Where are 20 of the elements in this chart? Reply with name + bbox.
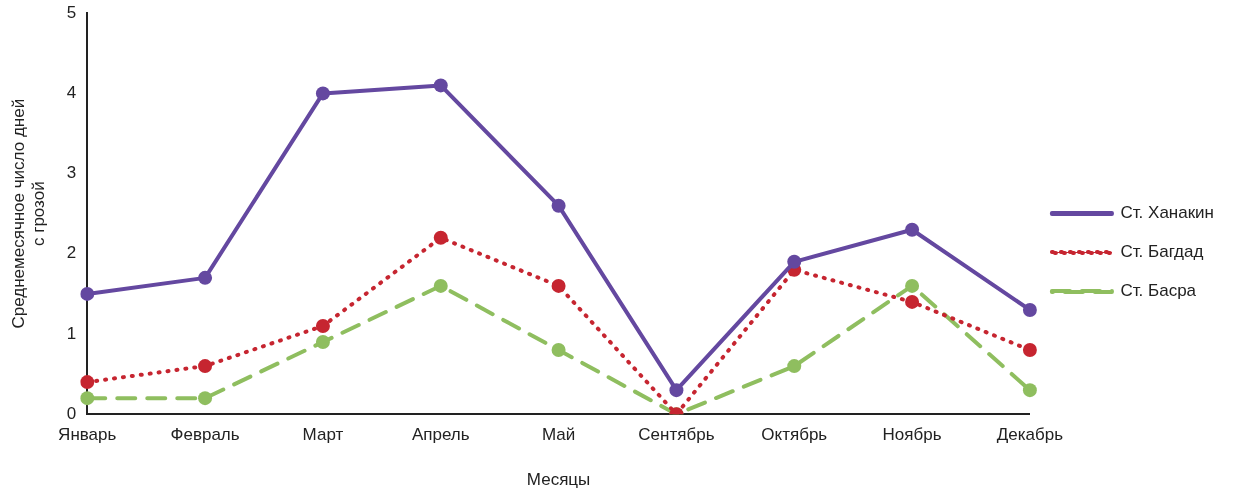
y-axis-title: Среднемесячное число дней с грозой <box>8 98 49 329</box>
x-tick-label: Январь <box>58 425 117 445</box>
legend-label: Ст. Багдад <box>1120 242 1204 262</box>
x-tick-label: Апрель <box>411 425 470 445</box>
y-tick-label: 2 <box>66 243 77 263</box>
x-axis-title: Месяцы <box>526 470 591 490</box>
x-tick-label: Сентябрь <box>638 425 715 445</box>
x-tick-label: Ноябрь <box>882 425 942 445</box>
legend-label: Ст. Басра <box>1120 281 1197 301</box>
x-tick-label: Октябрь <box>761 425 828 445</box>
y-tick-label: 1 <box>66 323 77 343</box>
legend-label: Ст. Ханакин <box>1120 203 1215 223</box>
y-tick-label: 0 <box>66 403 77 423</box>
y-tick-label: 5 <box>66 2 77 22</box>
x-tick-label: Май <box>541 425 576 445</box>
x-tick-label: Февраль <box>170 425 240 445</box>
y-tick-label: 3 <box>66 163 77 183</box>
y-tick-label: 4 <box>66 83 77 103</box>
x-tick-label: Декабрь <box>996 425 1064 445</box>
x-tick-label: Март <box>302 425 344 445</box>
